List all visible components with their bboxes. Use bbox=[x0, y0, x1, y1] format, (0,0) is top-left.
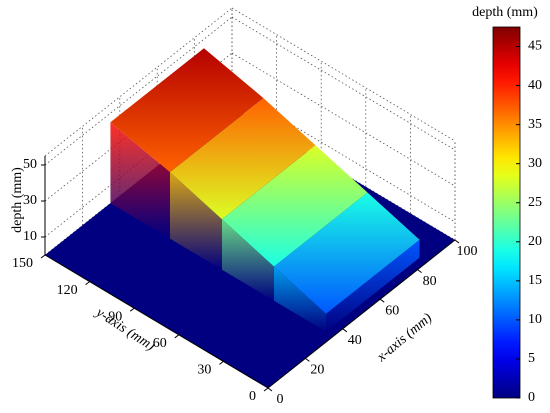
surface-patch bbox=[169, 98, 316, 220]
z-tick-label: 50 bbox=[23, 157, 37, 172]
x-tick-label: 60 bbox=[385, 303, 399, 318]
y-tick-label: 90 bbox=[108, 309, 122, 324]
x-tick bbox=[417, 269, 422, 274]
surface-side-face bbox=[221, 219, 274, 301]
x-tick bbox=[379, 298, 385, 303]
colorbar-tick-label: 45 bbox=[528, 39, 542, 54]
colorbar-scale bbox=[492, 26, 521, 399]
y-axis-line bbox=[44, 254, 269, 389]
surface-side-face bbox=[273, 266, 327, 332]
y-tick bbox=[40, 254, 46, 259]
y-tick bbox=[174, 334, 180, 339]
surface bbox=[110, 48, 420, 332]
axes: 0 20 40 60 80 100 0 30 60 90 120 150 10 30 50 bbox=[12, 156, 478, 407]
surface-front-face bbox=[326, 239, 420, 332]
box-edge bbox=[231, 106, 456, 241]
x-tick bbox=[305, 357, 310, 362]
surface-patch bbox=[221, 145, 368, 267]
y-tick-label: 60 bbox=[153, 336, 167, 351]
x-tick bbox=[267, 387, 273, 392]
colorbar-tick-label: 20 bbox=[528, 234, 542, 249]
y-tick-label: 30 bbox=[197, 363, 211, 378]
x-tick-label: 0 bbox=[277, 392, 284, 407]
y-tick-label: 150 bbox=[12, 256, 33, 271]
colorbar: 0 5 10 15 20 25 30 35 40 45 bbox=[492, 26, 542, 405]
grid-line bbox=[231, 16, 456, 151]
colorbar-label: depth (mm) bbox=[472, 5, 538, 20]
x-axis-line bbox=[267, 239, 456, 389]
y-tick bbox=[129, 307, 135, 312]
x-tick bbox=[454, 239, 460, 244]
colorbar-tick-label: 35 bbox=[528, 117, 542, 132]
y-tick bbox=[263, 387, 269, 392]
colorbar-tick-label: 10 bbox=[528, 312, 542, 327]
z-tick-label: 30 bbox=[23, 193, 37, 208]
box-edge bbox=[231, 7, 456, 142]
grid-line bbox=[231, 52, 456, 187]
grid-line bbox=[231, 88, 456, 223]
z-tick-label: 10 bbox=[23, 229, 37, 244]
x-tick-label: 20 bbox=[310, 363, 324, 378]
surface-side-face bbox=[110, 122, 170, 239]
colorbar-tick-label: 0 bbox=[528, 390, 535, 405]
colorbar-tick-label: 25 bbox=[528, 195, 542, 210]
colorbar-tick-label: 30 bbox=[528, 156, 542, 171]
x-tick bbox=[342, 328, 348, 333]
z-axis-label: depth (mm) bbox=[10, 167, 25, 233]
x-tick-label: 80 bbox=[423, 274, 437, 289]
colorbar-tick-label: 5 bbox=[528, 351, 535, 366]
y-tick-label: 0 bbox=[249, 389, 256, 404]
surface-patch bbox=[110, 48, 264, 173]
y-tick bbox=[219, 360, 224, 365]
colorbar-tick-label: 15 bbox=[528, 273, 542, 288]
x-axis-label: x-axis (mm) bbox=[374, 310, 436, 365]
surface-patch bbox=[273, 192, 420, 314]
x-tick-label: 40 bbox=[348, 333, 362, 348]
y-tick-label: 120 bbox=[57, 283, 78, 298]
surface-side-face bbox=[169, 172, 222, 270]
y-tick bbox=[85, 281, 90, 286]
x-tick-label: 100 bbox=[457, 244, 478, 259]
colorbar-tick-label: 40 bbox=[528, 78, 542, 93]
